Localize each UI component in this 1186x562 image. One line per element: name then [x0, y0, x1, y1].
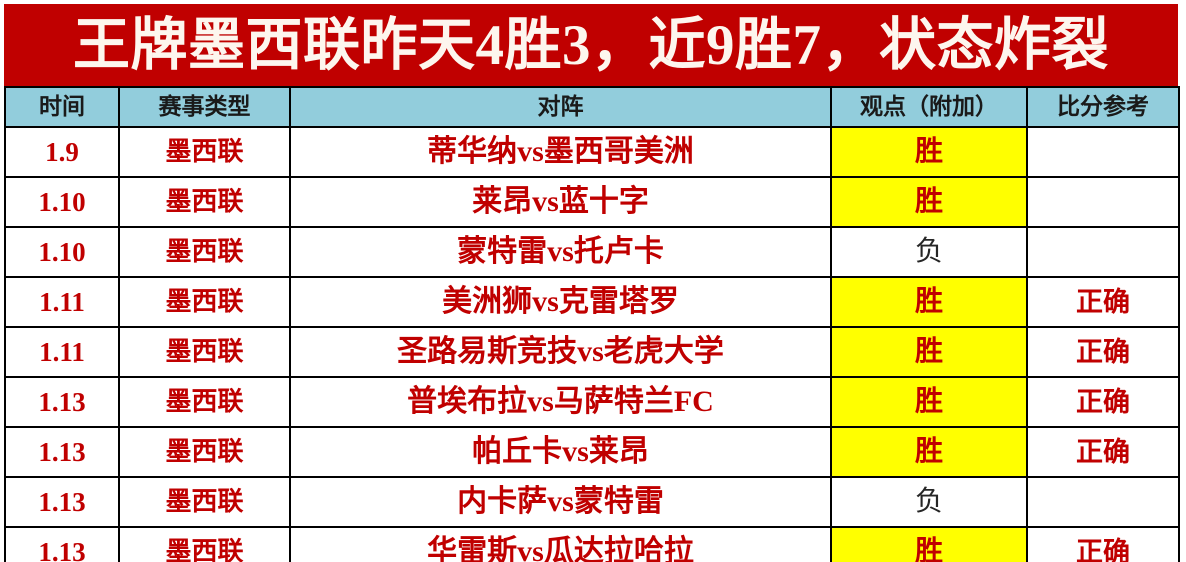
banner: 王牌墨西联昨天4胜3，近9胜7，状态炸裂	[4, 4, 1178, 86]
column-header-time: 时间	[4, 86, 120, 128]
cell-league: 墨西联	[118, 476, 291, 528]
cell-score	[1026, 476, 1180, 528]
table-row: 1.10 墨西联 莱昂vs蓝十字胜	[4, 176, 1180, 228]
cell-time: 1.13	[4, 476, 120, 528]
column-header-score: 比分参考	[1026, 86, 1180, 128]
header-row: 时间 赛事类型 对阵 观点（附加） 比分参考	[4, 86, 1180, 128]
cell-time: 1.13	[4, 376, 120, 428]
cell-league: 墨西联	[118, 376, 291, 428]
cell-time: 1.13	[4, 426, 120, 478]
cell-time: 1.10	[4, 226, 120, 278]
cell-time: 1.9	[4, 126, 120, 178]
cell-league: 墨西联	[118, 126, 291, 178]
cell-view: 胜	[830, 276, 1028, 328]
cell-match: 蒂华纳vs墨西哥美洲	[289, 126, 832, 178]
table-row: 1.10 墨西联 蒙特雷vs托卢卡负	[4, 226, 1180, 278]
cell-time: 1.13	[4, 526, 120, 562]
cell-score: 正确	[1026, 276, 1180, 328]
cell-score	[1026, 126, 1180, 178]
cell-time: 1.11	[4, 326, 120, 378]
cell-view: 胜	[830, 176, 1028, 228]
cell-view: 负	[830, 476, 1028, 528]
cell-match: 圣路易斯竞技vs老虎大学	[289, 326, 832, 378]
table-header: 时间 赛事类型 对阵 观点（附加） 比分参考	[4, 86, 1180, 128]
cell-league: 墨西联	[118, 226, 291, 278]
cell-match: 蒙特雷vs托卢卡	[289, 226, 832, 278]
cell-view: 胜	[830, 326, 1028, 378]
cell-match: 华雷斯vs瓜达拉哈拉	[289, 526, 832, 562]
banner-title: 王牌墨西联昨天4胜3，近9胜7，状态炸裂	[73, 13, 1109, 77]
table-row: 1.9 墨西联 蒂华纳vs墨西哥美洲胜	[4, 126, 1180, 178]
cell-view: 胜	[830, 126, 1028, 178]
cell-match: 莱昂vs蓝十字	[289, 176, 832, 228]
table-row: 1.11 墨西联 圣路易斯竞技vs老虎大学胜正确	[4, 326, 1180, 378]
table-body: 1.9 墨西联 蒂华纳vs墨西哥美洲胜 1.10 墨西联 莱昂vs蓝十字胜 1.10 墨西联蒙…	[4, 126, 1180, 562]
cell-match: 美洲狮vs克雷塔罗	[289, 276, 832, 328]
column-header-match: 对阵	[289, 86, 832, 128]
cell-league: 墨西联	[118, 326, 291, 378]
cell-league: 墨西联	[118, 526, 291, 562]
cell-score: 正确	[1026, 326, 1180, 378]
table-row: 1.11 墨西联 美洲狮vs克雷塔罗胜正确	[4, 276, 1180, 328]
cell-score: 正确	[1026, 376, 1180, 428]
cell-time: 1.10	[4, 176, 120, 228]
cell-view: 胜	[830, 426, 1028, 478]
column-header-league: 赛事类型	[118, 86, 291, 128]
cell-view: 负	[830, 226, 1028, 278]
table-row: 1.13 墨西联 华雷斯vs瓜达拉哈拉胜正确	[4, 526, 1180, 562]
cell-match: 内卡萨vs蒙特雷	[289, 476, 832, 528]
table-row: 1.13 墨西联 内卡萨vs蒙特雷负	[4, 476, 1180, 528]
cell-league: 墨西联	[118, 176, 291, 228]
table-row: 1.13 墨西联 帕丘卡vs莱昂胜正确	[4, 426, 1180, 478]
cell-league: 墨西联	[118, 276, 291, 328]
prediction-table: 时间 赛事类型 对阵 观点（附加） 比分参考 1.9 墨西联 蒂华纳vs墨西哥美洲胜…	[4, 86, 1180, 562]
cell-view: 胜	[830, 526, 1028, 562]
cell-score: 正确	[1026, 526, 1180, 562]
cell-score	[1026, 176, 1180, 228]
cell-match: 帕丘卡vs莱昂	[289, 426, 832, 478]
cell-view: 胜	[830, 376, 1028, 428]
column-header-view: 观点（附加）	[830, 86, 1028, 128]
cell-match: 普埃布拉vs马萨特兰FC	[289, 376, 832, 428]
cell-score	[1026, 226, 1180, 278]
cell-time: 1.11	[4, 276, 120, 328]
cell-league: 墨西联	[118, 426, 291, 478]
cell-score: 正确	[1026, 426, 1180, 478]
table-row: 1.13 墨西联 普埃布拉vs马萨特兰FC 胜正确	[4, 376, 1180, 428]
